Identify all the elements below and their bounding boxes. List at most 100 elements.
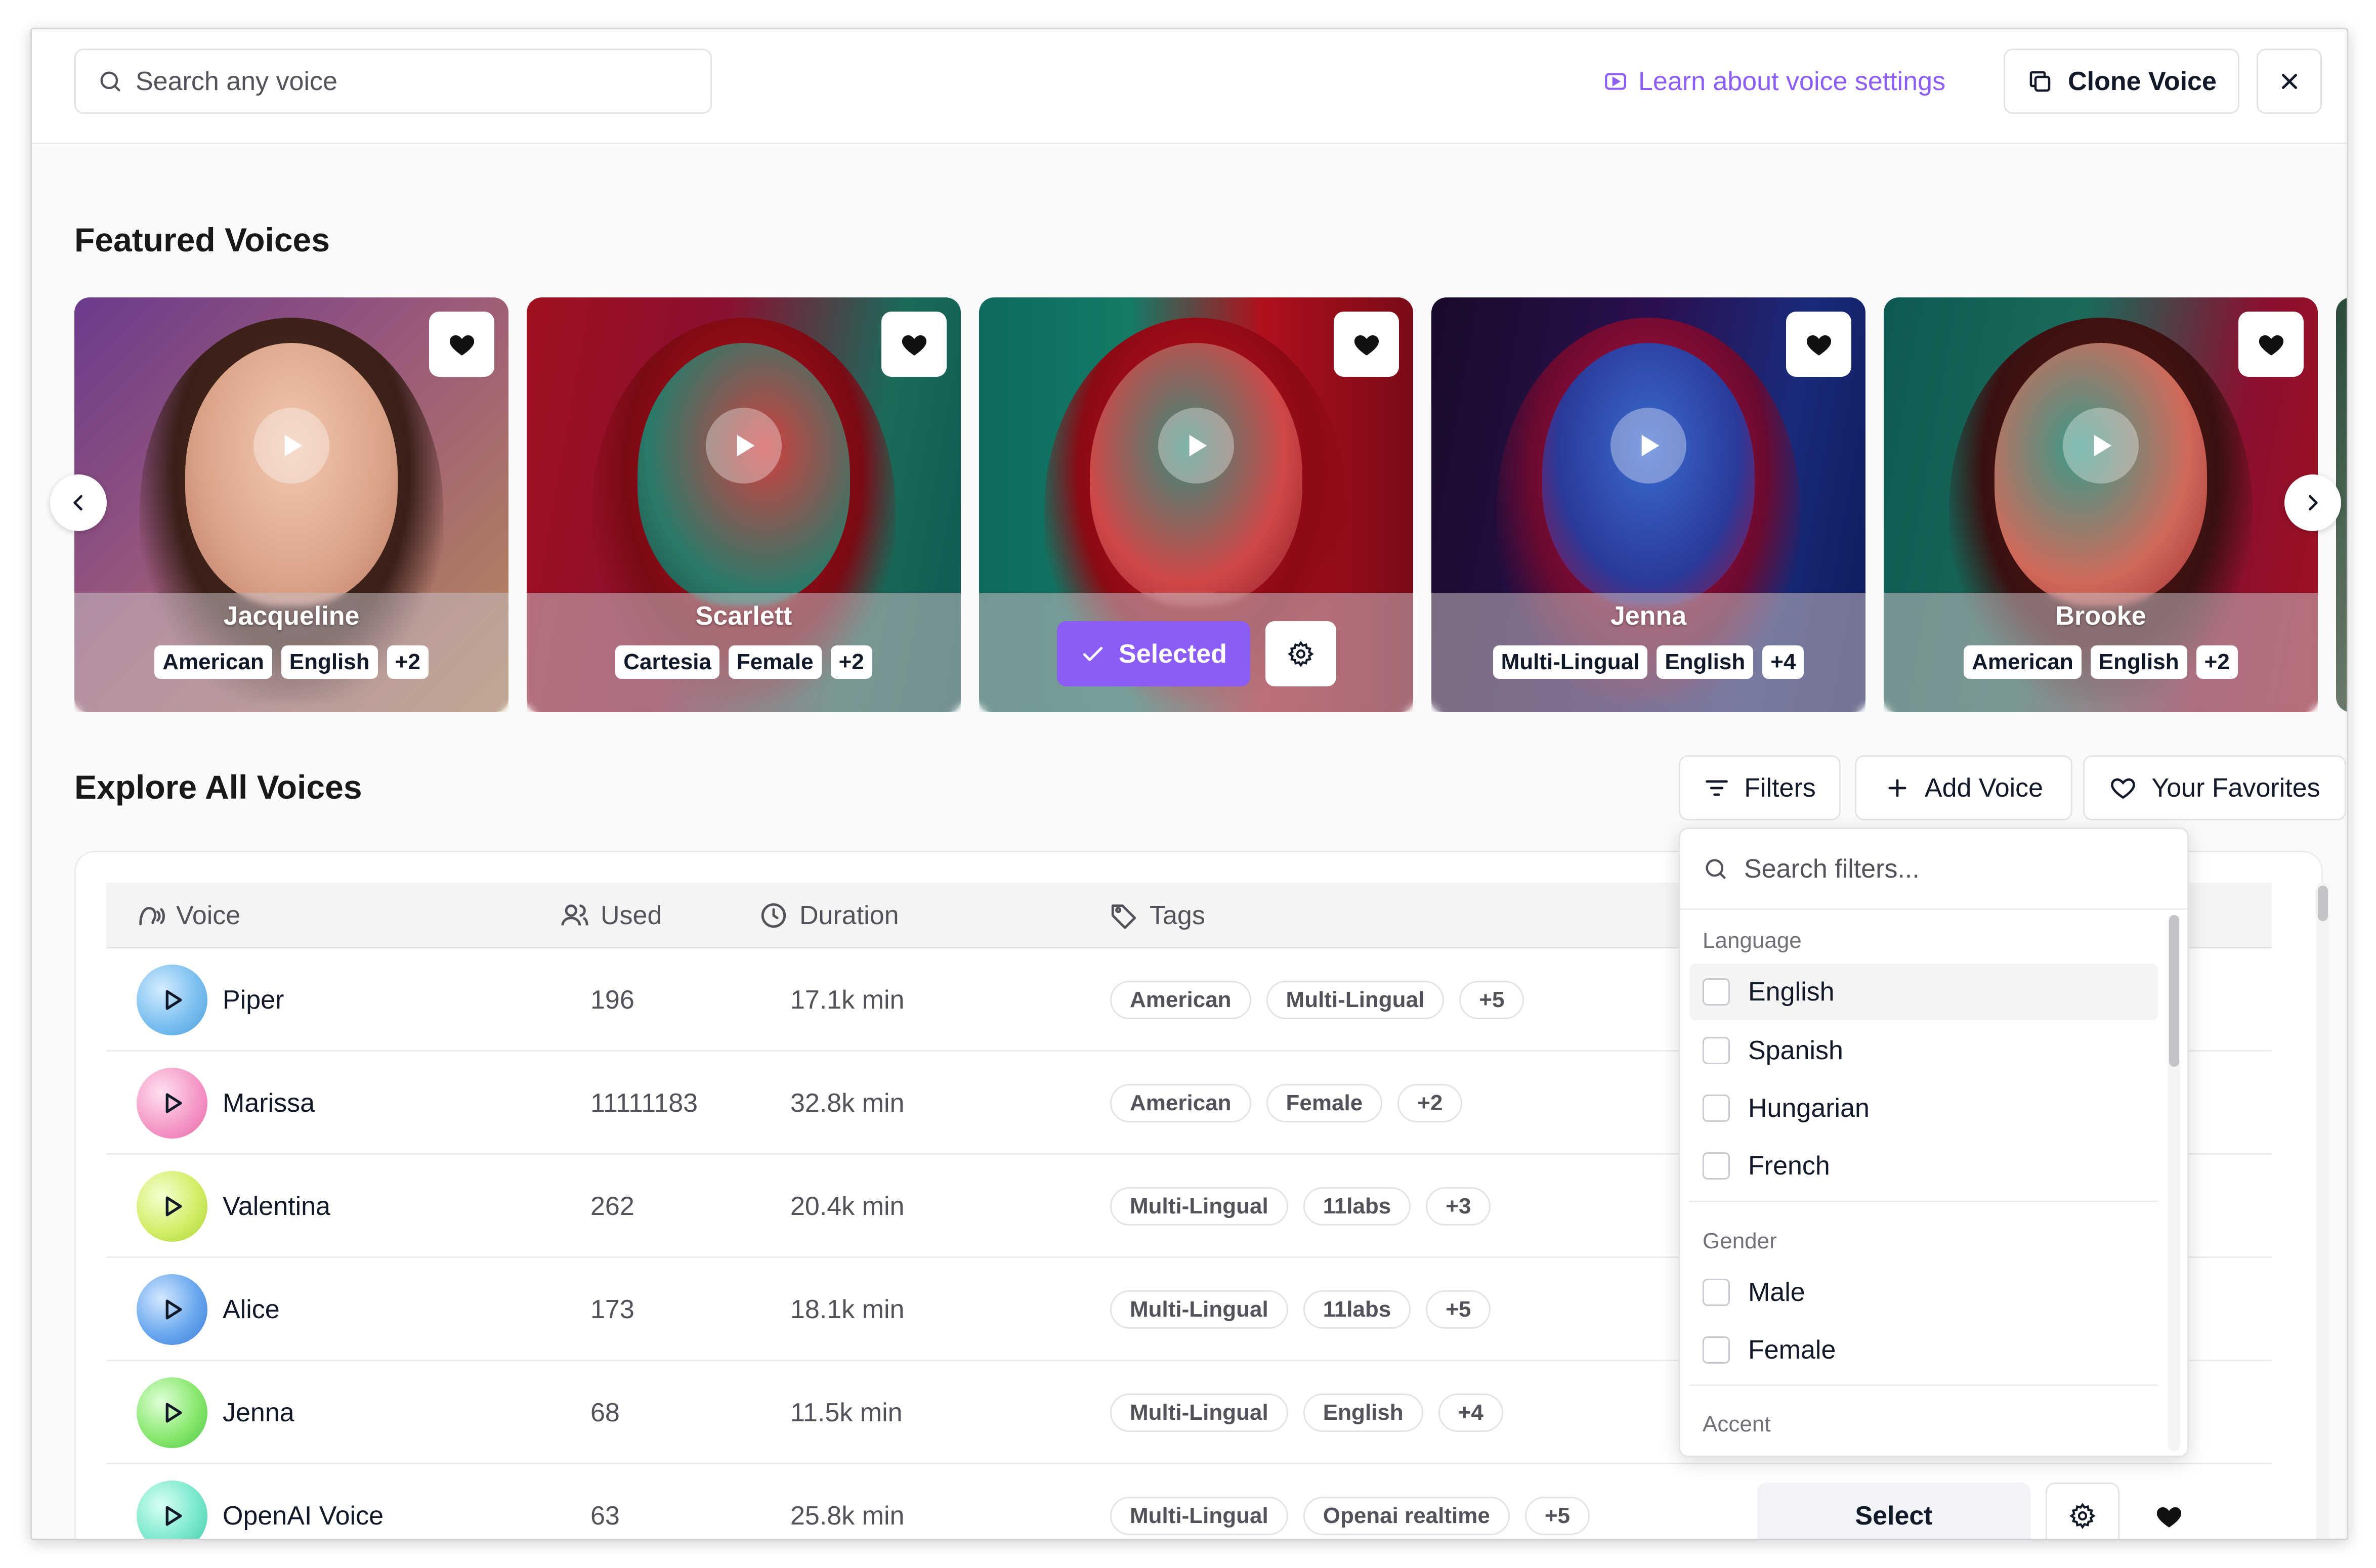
play-button[interactable] (253, 408, 329, 484)
selected-button[interactable]: Selected (1057, 621, 1250, 686)
row-play-button[interactable] (137, 1171, 207, 1242)
row-voice-name: OpenAI Voice (223, 1501, 384, 1531)
gear-icon (1288, 640, 1314, 667)
favorite-button[interactable] (429, 312, 494, 377)
featured-card-jenna[interactable]: Jenna Multi-Lingual English +4 (1431, 297, 1865, 712)
filter-option-spanish[interactable]: Spanish (1689, 1022, 2158, 1079)
heart-icon (1354, 335, 1379, 356)
column-used[interactable]: Used (560, 883, 662, 948)
voice-settings-button[interactable] (1265, 621, 1336, 686)
card-tag: Cartesia (615, 645, 719, 679)
filters-scrollbar-thumb[interactable] (2169, 915, 2179, 1067)
card-tag: English (1657, 645, 1754, 679)
card-tags: Multi-Lingual English +4 (1431, 645, 1865, 679)
filter-option-english[interactable]: English (1689, 964, 2158, 1020)
table-row[interactable]: Marissa 11111183 32.8k min American Fema… (106, 1052, 2272, 1155)
card-tag: American (154, 645, 272, 679)
play-button[interactable] (1610, 408, 1686, 484)
featured-card-selected[interactable]: Selected (979, 297, 1413, 712)
close-icon (2281, 73, 2297, 89)
table-row[interactable]: Alice 173 18.1k min Multi-Lingual 11labs… (106, 1258, 2272, 1361)
play-icon (284, 434, 303, 457)
card-tag: +2 (830, 645, 872, 679)
checkbox[interactable] (1703, 1152, 1730, 1180)
row-tags: Multi-Lingual Openai realtime +5 (1110, 1464, 1590, 1539)
card-tag: +2 (387, 645, 429, 679)
table-row[interactable]: OpenAI Voice 63 25.8k min Multi-Lingual … (106, 1464, 2272, 1539)
video-icon (1605, 73, 1626, 90)
row-duration: 11.5k min (790, 1398, 903, 1427)
row-used: 68 (590, 1398, 620, 1427)
row-tag: +4 (1438, 1393, 1503, 1432)
play-outline-icon (165, 990, 182, 1010)
column-duration[interactable]: Duration (759, 883, 899, 948)
voice-wave-icon (139, 907, 165, 926)
filters-scrollbar[interactable] (2168, 915, 2180, 1451)
row-play-button[interactable] (137, 1377, 207, 1448)
divider (1689, 1201, 2158, 1202)
search-icon (1706, 859, 1726, 879)
row-play-button[interactable] (137, 965, 207, 1035)
option-label: Hungarian (1748, 1094, 1870, 1123)
featured-card-brooke[interactable]: Brooke American English +2 (1884, 297, 2318, 712)
play-outline-icon (165, 1196, 182, 1216)
checkbox[interactable] (1703, 1037, 1730, 1064)
table-scrollbar-thumb[interactable] (2318, 886, 2328, 921)
carousel-prev-button[interactable] (50, 474, 107, 531)
filter-option-french[interactable]: French (1689, 1138, 2158, 1194)
card-voice-name: Scarlett (695, 601, 792, 631)
voice-search-input[interactable]: Search any voice (74, 49, 712, 114)
column-voice[interactable]: Voice (136, 883, 240, 948)
favorite-button[interactable] (1786, 312, 1851, 377)
row-tag: Female (1266, 1084, 1383, 1122)
gender-group-label: Gender (1703, 1229, 1777, 1253)
table-row[interactable]: Valentina 262 20.4k min Multi-Lingual 11… (106, 1155, 2272, 1258)
filter-search-placeholder: Search filters... (1744, 854, 1920, 884)
row-play-button[interactable] (137, 1480, 207, 1539)
clone-voice-button[interactable]: Clone Voice (2004, 49, 2239, 114)
your-favorites-button[interactable]: Your Favorites (2083, 755, 2346, 820)
checkbox[interactable] (1703, 1336, 1730, 1364)
play-button[interactable] (1158, 408, 1234, 484)
featured-card-jacqueline[interactable]: Jacqueline American English +2 (74, 297, 508, 712)
row-play-button[interactable] (137, 1068, 207, 1139)
checkbox[interactable] (1703, 1095, 1730, 1122)
search-icon (100, 71, 120, 91)
filter-search-input[interactable]: Search filters... (1680, 829, 2187, 910)
favorite-button[interactable] (1334, 312, 1399, 377)
featured-card-scarlett[interactable]: Scarlett Cartesia Female +2 (527, 297, 961, 712)
row-tag: American (1110, 981, 1251, 1019)
row-tags: American Female +2 (1110, 1052, 1463, 1155)
play-button[interactable] (706, 408, 782, 484)
checkbox[interactable] (1703, 1279, 1730, 1306)
favorite-button[interactable] (2238, 312, 2304, 377)
card-voice-name: Jacqueline (223, 601, 360, 631)
column-tags[interactable]: Tags (1109, 883, 1205, 948)
featured-voices-title: Featured Voices (74, 221, 330, 258)
filter-option-male[interactable]: Male (1689, 1264, 2158, 1321)
row-tag: Multi-Lingual (1110, 1393, 1288, 1432)
card-tag: +2 (2196, 645, 2238, 679)
column-tags-label: Tags (1150, 901, 1205, 930)
play-button[interactable] (2063, 408, 2139, 484)
table-row[interactable]: Piper 196 17.1k min American Multi-Lingu… (106, 948, 2272, 1052)
carousel-next-button[interactable] (2284, 474, 2341, 531)
close-button[interactable] (2257, 49, 2322, 114)
checkbox[interactable] (1703, 978, 1730, 1006)
row-play-button[interactable] (137, 1274, 207, 1345)
chevron-right-icon (2309, 495, 2318, 511)
filter-option-hungarian[interactable]: Hungarian (1689, 1080, 2158, 1137)
table-scrollbar[interactable] (2316, 883, 2329, 1539)
filter-option-female[interactable]: Female (1689, 1322, 2158, 1378)
table-row[interactable]: Jenna 68 11.5k min Multi-Lingual English… (106, 1361, 2272, 1464)
add-voice-button[interactable]: Add Voice (1855, 755, 2072, 820)
row-voice-name: Valentina (223, 1192, 330, 1221)
learn-voice-settings-link[interactable]: Learn about voice settings (1603, 66, 1945, 97)
favorite-button[interactable] (881, 312, 947, 377)
row-settings-button[interactable] (2046, 1483, 2119, 1539)
card-footer (527, 593, 961, 712)
row-favorite-button[interactable] (2146, 1494, 2192, 1539)
explore-voices-title: Explore All Voices (74, 768, 362, 806)
select-voice-button[interactable]: Select (1757, 1483, 2030, 1539)
filters-button[interactable]: Filters (1679, 755, 1841, 820)
